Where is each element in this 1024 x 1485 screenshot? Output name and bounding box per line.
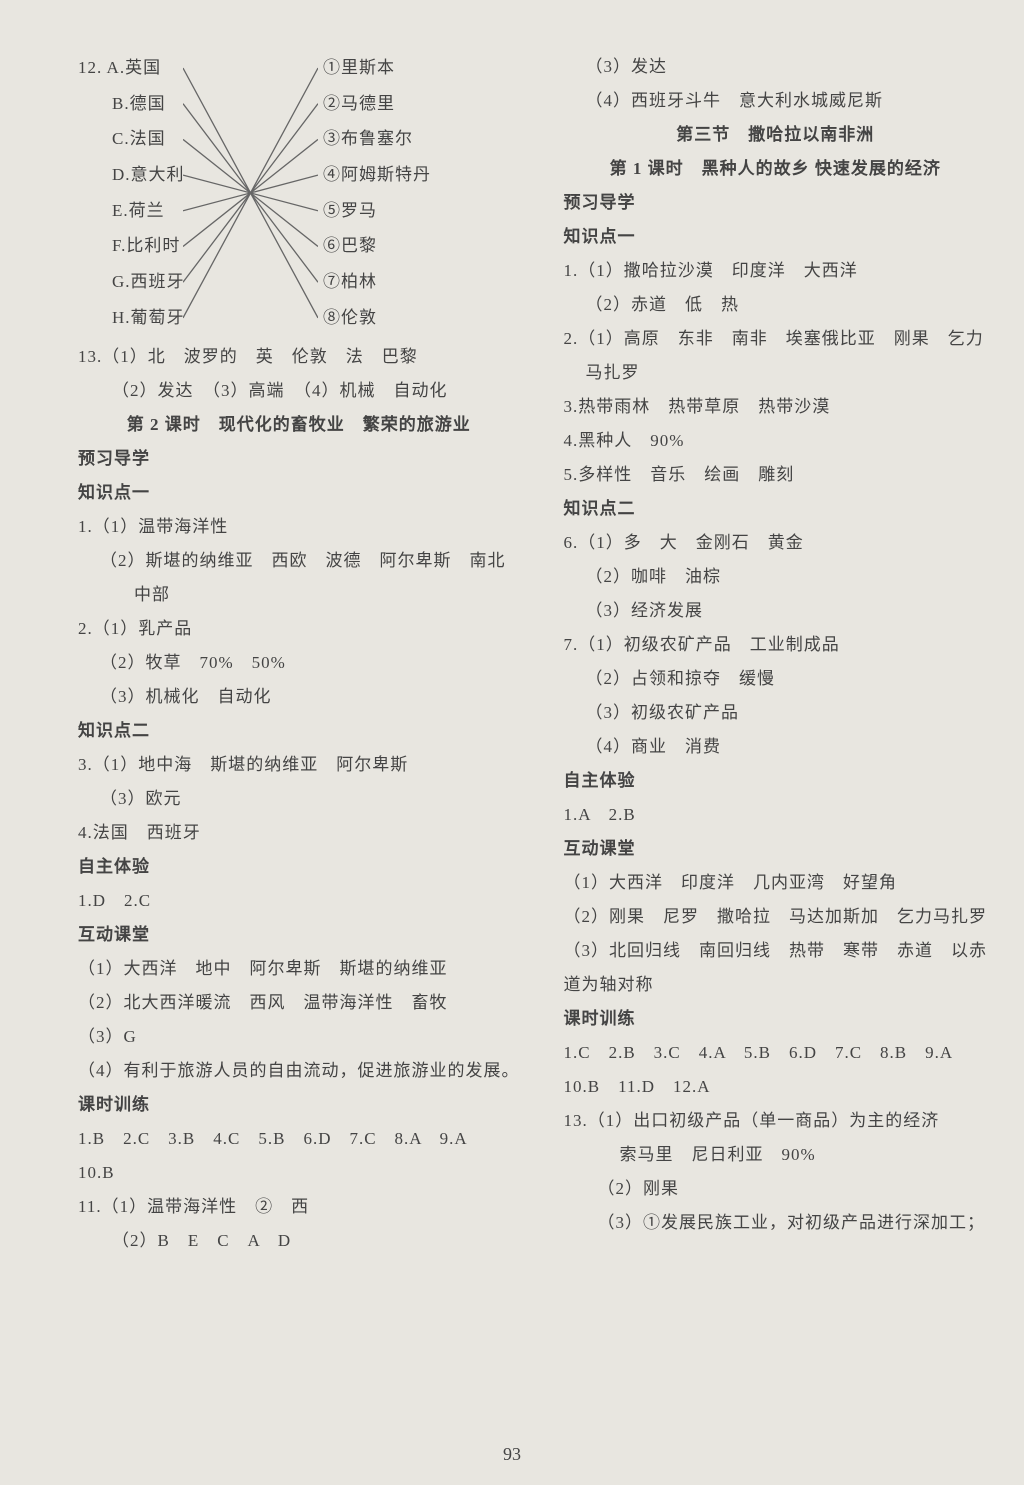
- q12-left-item: H.葡萄牙: [78, 300, 185, 336]
- text-line: 4.法国 西班牙: [78, 816, 520, 850]
- q12-right-item: ⑦柏林: [323, 264, 431, 300]
- text-line: 道为轴对称: [564, 968, 988, 1002]
- text-line: 索马里 尼日利亚 90%: [564, 1138, 988, 1172]
- text-line: 1.C 2.B 3.C 4.A 5.B 6.D 7.C 8.B 9.A: [564, 1036, 988, 1070]
- text-line: （3）经济发展: [564, 594, 988, 628]
- text-line: 第 1 课时 黑种人的故乡 快速发展的经济: [564, 152, 988, 186]
- text-line: 1.A 2.B: [564, 798, 988, 832]
- text-line: 互动课堂: [564, 832, 988, 866]
- text-line: 7.（1）初级农矿产品 工业制成品: [564, 628, 988, 662]
- text-line: 1.（1）温带海洋性: [78, 510, 520, 544]
- text-line: 13.（1）北 波罗的 英 伦敦 法 巴黎: [78, 340, 520, 374]
- text-line: （2）刚果 尼罗 撒哈拉 马达加斯加 乞力马扎罗: [564, 900, 988, 934]
- text-line: 自主体验: [564, 764, 988, 798]
- q12-right-item: ⑤罗马: [323, 193, 431, 229]
- q12-left-item: 12. A.英国: [78, 50, 185, 86]
- text-line: 预习导学: [564, 186, 988, 220]
- text-line: （3）北回归线 南回归线 热带 寒带 赤道 以赤: [564, 934, 988, 968]
- left-text: 13.（1）北 波罗的 英 伦敦 法 巴黎（2）发达 （3）高端 （4）机械 自…: [78, 340, 520, 1258]
- text-line: 知识点二: [564, 492, 988, 526]
- text-line: 13.（1）出口初级产品（单一商品）为主的经济: [564, 1104, 988, 1138]
- text-line: （1）大西洋 印度洋 几内亚湾 好望角: [564, 866, 988, 900]
- text-line: 4.黑种人 90%: [564, 424, 988, 458]
- q12-right-item: ⑥巴黎: [323, 228, 431, 264]
- text-line: 互动课堂: [78, 918, 520, 952]
- q12-right-item: ②马德里: [323, 86, 431, 122]
- text-line: 1.D 2.C: [78, 884, 520, 918]
- text-line: （3）G: [78, 1020, 520, 1054]
- text-line: 课时训练: [78, 1088, 520, 1122]
- text-line: 1.B 2.C 3.B 4.C 5.B 6.D 7.C 8.A 9.A: [78, 1122, 520, 1156]
- text-line: 11.（1）温带海洋性 ② 西: [78, 1190, 520, 1224]
- text-line: 知识点二: [78, 714, 520, 748]
- right-text: （3）发达（4）西班牙斗牛 意大利水城威尼斯第三节 撒哈拉以南非洲第 1 课时 …: [564, 50, 988, 1240]
- q12-right-item: ⑧伦敦: [323, 300, 431, 336]
- text-line: 自主体验: [78, 850, 520, 884]
- text-line: 10.B: [78, 1156, 520, 1190]
- text-line: 2.（1）高原 东非 南非 埃塞俄比亚 刚果 乞力: [564, 322, 988, 356]
- text-line: 知识点一: [564, 220, 988, 254]
- text-line: （3）欧元: [78, 782, 520, 816]
- text-line: 马扎罗: [564, 356, 988, 390]
- q12-left-item: G.西班牙: [78, 264, 185, 300]
- text-line: 第 2 课时 现代化的畜牧业 繁荣的旅游业: [78, 408, 520, 442]
- text-line: 5.多样性 音乐 绘画 雕刻: [564, 458, 988, 492]
- text-line: 2.（1）乳产品: [78, 612, 520, 646]
- text-line: （4）有利于旅游人员的自由流动，促进旅游业的发展。: [78, 1054, 520, 1088]
- text-line: 3.热带雨林 热带草原 热带沙漠: [564, 390, 988, 424]
- text-line: 6.（1）多 大 金刚石 黄金: [564, 526, 988, 560]
- text-line: 3.（1）地中海 斯堪的纳维亚 阿尔卑斯: [78, 748, 520, 782]
- text-line: （2）斯堪的纳维亚 西欧 波德 阿尔卑斯 南北: [78, 544, 520, 578]
- text-line: （2）刚果: [564, 1172, 988, 1206]
- q12-left-item: E.荷兰: [78, 193, 185, 229]
- text-line: 预习导学: [78, 442, 520, 476]
- q12-right-item: ①里斯本: [323, 50, 431, 86]
- text-line: （2）牧草 70% 50%: [78, 646, 520, 680]
- text-line: （2）发达 （3）高端 （4）机械 自动化: [78, 374, 520, 408]
- text-line: （2）赤道 低 热: [564, 288, 988, 322]
- left-column: 12. A.英国B.德国C.法国D.意大利E.荷兰F.比利时G.西班牙H.葡萄牙…: [60, 50, 538, 1455]
- page: 12. A.英国B.德国C.法国D.意大利E.荷兰F.比利时G.西班牙H.葡萄牙…: [0, 0, 1024, 1485]
- text-line: 课时训练: [564, 1002, 988, 1036]
- q12-left-item: F.比利时: [78, 228, 185, 264]
- text-line: 第三节 撒哈拉以南非洲: [564, 118, 988, 152]
- q12-right-list: ①里斯本②马德里③布鲁塞尔④阿姆斯特丹⑤罗马⑥巴黎⑦柏林⑧伦敦: [323, 50, 431, 336]
- q12-left-list: 12. A.英国B.德国C.法国D.意大利E.荷兰F.比利时G.西班牙H.葡萄牙: [78, 50, 185, 336]
- text-line: （3）机械化 自动化: [78, 680, 520, 714]
- q12-right-item: ④阿姆斯特丹: [323, 157, 431, 193]
- right-column: （3）发达（4）西班牙斗牛 意大利水城威尼斯第三节 撒哈拉以南非洲第 1 课时 …: [546, 50, 1006, 1455]
- page-number: 93: [503, 1444, 521, 1465]
- q12-left-item: D.意大利: [78, 157, 185, 193]
- text-line: （3）发达: [564, 50, 988, 84]
- text-line: （1）大西洋 地中 阿尔卑斯 斯堪的纳维亚: [78, 952, 520, 986]
- q12-right-item: ③布鲁塞尔: [323, 121, 431, 157]
- text-line: （3）初级农矿产品: [564, 696, 988, 730]
- text-line: （2）北大西洋暖流 西风 温带海洋性 畜牧: [78, 986, 520, 1020]
- text-line: （2）咖啡 油棕: [564, 560, 988, 594]
- text-line: 中部: [78, 578, 520, 612]
- q12-matching: 12. A.英国B.德国C.法国D.意大利E.荷兰F.比利时G.西班牙H.葡萄牙…: [78, 50, 520, 340]
- q12-lines-svg: [183, 58, 318, 330]
- text-line: 1.（1）撒哈拉沙漠 印度洋 大西洋: [564, 254, 988, 288]
- text-line: 10.B 11.D 12.A: [564, 1070, 988, 1104]
- q12-left-item: B.德国: [78, 86, 185, 122]
- text-line: （3）①发展民族工业，对初级产品进行深加工；: [564, 1206, 988, 1240]
- text-line: （4）商业 消费: [564, 730, 988, 764]
- q12-left-item: C.法国: [78, 121, 185, 157]
- text-line: 知识点一: [78, 476, 520, 510]
- text-line: （2）B E C A D: [78, 1224, 520, 1258]
- text-line: （4）西班牙斗牛 意大利水城威尼斯: [564, 84, 988, 118]
- text-line: （2）占领和掠夺 缓慢: [564, 662, 988, 696]
